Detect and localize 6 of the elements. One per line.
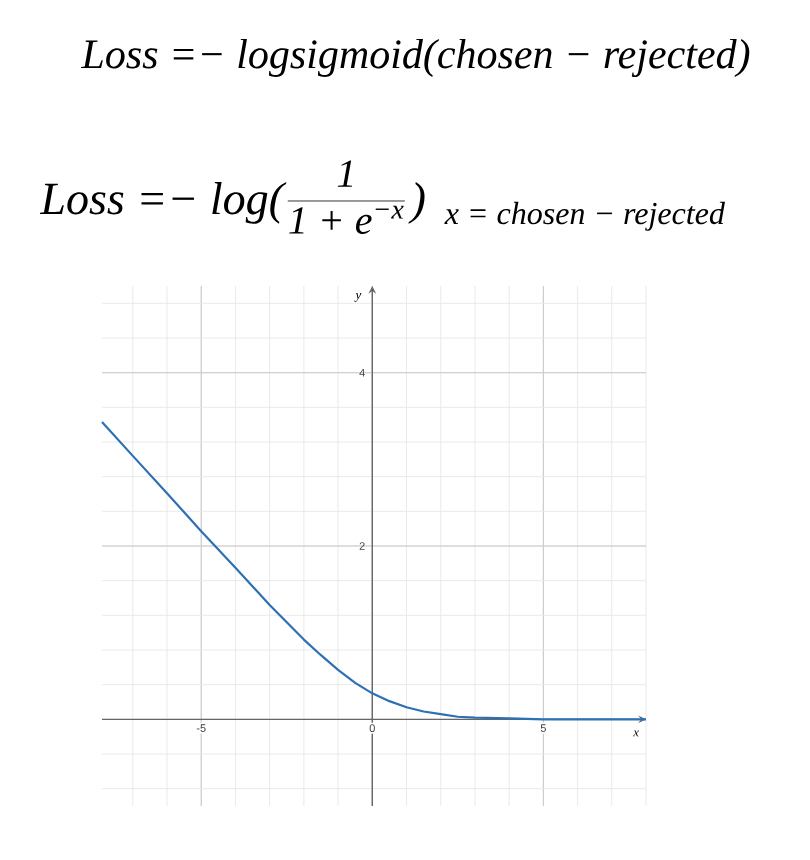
- text: Loss =− log(: [39, 182, 287, 224]
- text: ): [408, 182, 425, 224]
- text: 1: [337, 160, 353, 187]
- chart-title: Loss =− logsigmoid(chosen − rejected): [80, 38, 750, 78]
- text: x = chosen − rejected: [444, 201, 725, 231]
- text: 1 + e$^{−x}$: [289, 205, 404, 234]
